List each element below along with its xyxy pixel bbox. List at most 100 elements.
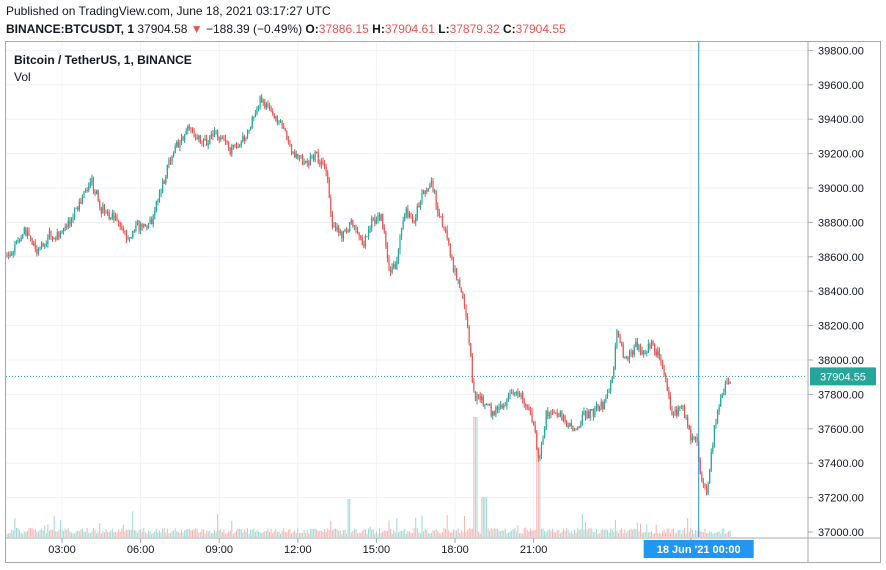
candle-body xyxy=(463,297,466,307)
candle-body xyxy=(551,410,554,412)
candle-body xyxy=(633,346,635,355)
legend-volume[interactable]: Vol xyxy=(14,70,31,84)
candle-body xyxy=(182,136,184,141)
candle-body xyxy=(286,131,288,140)
candle-body xyxy=(221,137,223,139)
candle-body xyxy=(196,137,198,140)
candle-body xyxy=(457,279,459,281)
candle-body xyxy=(23,228,25,235)
candle-body xyxy=(389,269,392,273)
candle-body xyxy=(350,219,352,223)
candle-body xyxy=(658,350,660,358)
candle-body xyxy=(602,402,604,410)
axis-tags: 37904.55 18 Jun '21 00:00 xyxy=(643,367,876,558)
candle-body xyxy=(378,215,381,221)
candle-body xyxy=(22,234,24,239)
candle-body xyxy=(218,137,220,140)
candle-body xyxy=(298,158,300,160)
candle-body xyxy=(413,221,415,223)
candle-body xyxy=(80,201,82,204)
candle-body xyxy=(676,409,678,416)
candle-body xyxy=(558,416,560,417)
candle-body xyxy=(190,127,192,130)
price-tick-label: 38800.00 xyxy=(818,217,864,229)
candle-body xyxy=(40,243,43,247)
candle-body xyxy=(129,237,131,239)
candle-body xyxy=(718,406,720,412)
low-label: L: xyxy=(438,22,450,36)
candle-body xyxy=(360,236,362,239)
candle-body xyxy=(539,455,541,459)
candle-body xyxy=(89,182,91,186)
candle-body xyxy=(177,141,179,148)
candle-body xyxy=(319,162,321,165)
candle-body xyxy=(166,164,168,177)
candle-body xyxy=(713,425,715,446)
candle-body xyxy=(323,163,326,167)
candle-body xyxy=(339,231,341,233)
candle-body xyxy=(383,227,385,232)
candle-body xyxy=(621,343,623,345)
price-axis[interactable]: 39800.00 39600.00 39400.00 39200.00 39000.00… xyxy=(808,45,864,539)
candle-body xyxy=(88,185,90,191)
candle-body xyxy=(240,141,242,145)
candle-body xyxy=(231,145,233,155)
candle-body xyxy=(419,202,422,208)
candle-body xyxy=(523,399,525,405)
candle-body xyxy=(594,407,596,417)
candle-body xyxy=(394,264,396,269)
candle-body xyxy=(369,228,371,231)
candle-body xyxy=(671,408,673,415)
price-tick-label: 37000.00 xyxy=(818,527,864,539)
candle-body xyxy=(73,208,76,218)
candle-body xyxy=(301,154,304,165)
candle-body xyxy=(715,422,717,426)
candle-body xyxy=(140,224,142,231)
candle-body xyxy=(355,225,357,231)
candle-body xyxy=(569,423,571,427)
candle-body xyxy=(202,140,205,144)
candle-body xyxy=(545,410,547,429)
symbol-label: BINANCE:BTCUSDT, 1 xyxy=(6,22,135,36)
candle-body xyxy=(690,429,692,441)
candle-body xyxy=(446,229,448,239)
candle-body xyxy=(411,215,414,222)
candle-body xyxy=(492,411,494,416)
candle-body xyxy=(388,258,390,270)
candle-body xyxy=(617,330,620,336)
candle-body xyxy=(518,394,521,398)
candle-body xyxy=(537,449,539,459)
candle-body xyxy=(440,216,442,217)
candle-body xyxy=(462,292,464,298)
price-tick-label: 38000.00 xyxy=(818,355,864,367)
candle-body xyxy=(34,243,36,249)
candle-body xyxy=(503,405,505,409)
candle-body xyxy=(229,148,231,155)
time-tick-label: 15:00 xyxy=(363,544,391,556)
candle-body xyxy=(171,155,173,162)
candle-body xyxy=(493,411,495,415)
candle-body xyxy=(33,243,35,245)
candle-body xyxy=(490,404,492,416)
candle-body xyxy=(705,486,708,494)
candle-body xyxy=(204,138,206,141)
candle-body xyxy=(688,425,690,430)
candle-body xyxy=(484,404,486,406)
legend-title[interactable]: Bitcoin / TetherUS, 1, BINANCE xyxy=(14,53,192,67)
candle-body xyxy=(489,404,491,406)
candle-body xyxy=(424,190,426,195)
candle-body xyxy=(56,232,58,240)
candle-body xyxy=(347,231,349,233)
time-tick-label: 18:00 xyxy=(441,544,469,556)
candle-body xyxy=(312,155,315,161)
candle-body xyxy=(366,235,368,237)
candle-body xyxy=(619,335,621,344)
candle-body xyxy=(121,226,123,229)
candle-body xyxy=(86,189,88,191)
candle-body xyxy=(9,255,11,257)
candle-body xyxy=(581,414,583,425)
candle-body xyxy=(224,138,227,142)
candle-body xyxy=(628,353,631,360)
